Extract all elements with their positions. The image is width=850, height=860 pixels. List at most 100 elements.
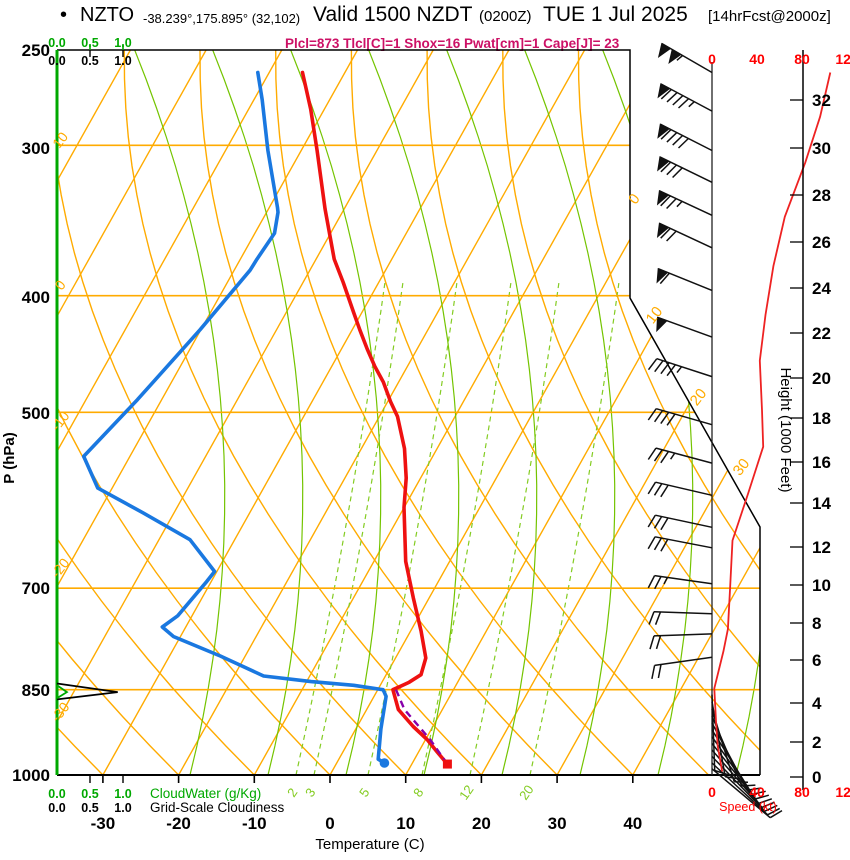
temperature-axis-title: Temperature (C) [315,836,424,853]
cloudwater-scale-top: 0.5 [81,36,98,50]
wind-barb [711,736,770,800]
wind-barb-halffeather [663,577,669,585]
pressure-tick-label: 700 [22,579,50,598]
isotherm-left-label: -20 [48,555,73,581]
surface-dewpoint-dot [379,758,390,768]
wind-barb [711,768,783,819]
wind-barb-feather [666,132,678,143]
cloudiness-scale-bottom: 1.0 [114,801,131,815]
wind-barb-halffeather [676,366,683,374]
wind-barb-pennant [657,83,671,99]
cloudwater-scale-bottom: 0.5 [81,787,98,801]
cloudwater-scale-top: 1.0 [114,36,131,50]
wind-barb-feather [755,794,770,800]
wind-barb-feather [647,447,657,460]
mixing-ratio-label: 3 [302,785,318,800]
wind-barb-feather [653,449,663,462]
cloudiness-axis-title: Grid-Scale Cloudiness [150,800,285,815]
mixing-ratio-line [469,281,560,775]
speed-tick-label-top: 0 [708,51,716,67]
isotherm-diagonal-label: 10 [643,303,667,327]
height-tick-label: 28 [812,186,831,205]
temperature-tick-label: 30 [548,814,567,833]
wind-barb-stem [655,407,713,426]
wind-barb-feather [653,410,664,423]
height-tick-label: 2 [812,733,821,752]
height-tick-label: 10 [812,576,831,595]
wind-barb-feather [666,164,678,176]
isotherm-left-label: 0 [51,277,69,293]
plot-border [57,49,761,775]
wind-barb-feather [647,536,656,550]
wind-barb-feather [758,798,773,805]
height-tick-label: 26 [812,233,831,252]
height-tick-label: 14 [812,494,831,513]
pressure-tick-label: 500 [22,404,50,423]
valid-zulu: (0200Z) [479,8,532,25]
wind-barb-feather [654,360,664,373]
height-tick-label: 12 [812,538,831,557]
parcel-path-dashed [394,689,449,765]
pressure-tick-label: 300 [22,139,50,158]
wind-barb-feather [653,483,663,496]
wind-barb-feather [660,88,672,100]
wind-barb-feather [660,484,669,498]
wind-barb-feather [647,514,656,528]
height-tick-label: 0 [812,768,821,787]
temperature-tick-label: -30 [91,814,116,833]
cloudwater-axis-title: CloudWater (g/Kg) [150,786,261,801]
pressure-tick-label: 1000 [12,766,50,785]
wind-barb-feather [666,364,676,377]
wind-barb-pennant [657,156,670,172]
wind-barb-feather [752,790,766,796]
wind-barb-feather [666,92,678,103]
wind-barb-feather [672,95,684,106]
wind-barb-stem [653,610,713,615]
cloudiness-spike [56,682,118,701]
speed-tick-label-bottom: 80 [794,784,810,800]
wind-barb-feather [660,362,670,375]
wind-barb-stem [654,656,713,667]
isotherm-left-label: 10 [49,129,71,151]
height-tick-label: 30 [812,139,831,158]
surface-points [379,758,452,769]
temperature-tick-label: 40 [623,814,642,833]
height-tick-label: 8 [812,614,821,633]
wind-barb [657,123,713,152]
station-bullet: • [60,4,68,26]
height-tick-label: 16 [812,453,831,472]
wind-barb-feather [767,807,781,816]
wind-barb-halffeather [669,452,676,460]
wind-barb [649,633,713,650]
speed-axis-title: Speed (kt) [719,800,777,814]
speed-tick-label-top: 80 [794,51,810,67]
wind-barb [657,83,713,112]
mixing-ratio-label: 5 [356,785,372,800]
cloudiness-scale-top: 0.0 [48,54,65,68]
wind-barb-feather [677,137,689,149]
wind-barb-stem [654,574,713,585]
wind-barb [647,574,713,590]
wind-barb-feather [660,129,672,140]
wind-barb [648,610,713,625]
dry-adiabat-line [57,50,255,775]
wind-barb-stem [653,633,713,637]
wind-barb-pennant [668,48,682,64]
isotherm-left-label: -30 [48,699,73,725]
speed-tick-label-bottom: 0 [708,784,716,800]
dewpoint-curve [81,70,388,765]
temperature-curve [300,70,450,766]
mixing-ratio-label: 2 [284,785,300,800]
cloudwater-spike [56,684,69,699]
wind-barb-stem [655,481,713,497]
valid-time: Valid 1500 NZDT [313,3,473,26]
valid-date: TUE 1 Jul 2025 [543,3,688,26]
wind-barb [647,514,713,531]
wind-barb-feather [660,450,670,464]
wind-barb-feather [660,411,670,425]
sounding-curves [81,70,450,766]
cloudiness-scale-top: 1.0 [114,54,131,68]
station-coords: -38.239°,175.895° (32,102) [143,11,301,26]
wind-barb-feather [677,98,690,109]
